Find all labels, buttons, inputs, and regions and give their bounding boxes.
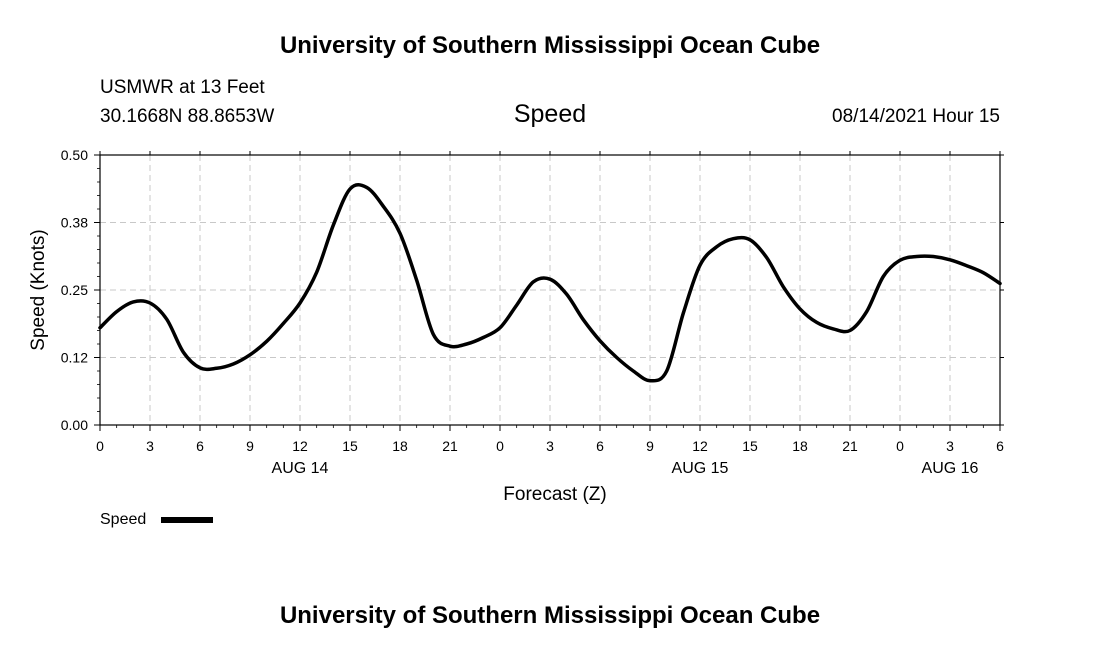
- x-tick-label: 21: [442, 438, 458, 454]
- x-tick-label: 15: [342, 438, 358, 454]
- x-tick-label: 6: [196, 438, 204, 454]
- station-label: USMWR at 13 Feet: [100, 77, 265, 98]
- x-tick-label: 12: [692, 438, 708, 454]
- x-tick-label: 9: [246, 438, 254, 454]
- date-label: AUG 16: [922, 460, 979, 477]
- x-tick-label: 6: [596, 438, 604, 454]
- x-tick-label: 0: [96, 438, 104, 454]
- grid-lines: [100, 155, 1000, 425]
- x-tick-labels: 0 3 6 9 12 15 18 21 0 3 6 9 12 15 18 21 0 3 6: [96, 438, 1004, 454]
- x-tick-label: 3: [546, 438, 554, 454]
- variable-title: Speed: [513, 100, 587, 128]
- y-tick-labels: 0.00 0.12 0.25 0.38 0.50: [61, 147, 88, 433]
- legend-swatch: [161, 517, 213, 523]
- x-tick-label: 18: [792, 438, 808, 454]
- y-tick-label: 0.25: [61, 282, 88, 298]
- x-tick-label: 6: [996, 438, 1004, 454]
- timestamp-label: 08/14/2021 Hour 15: [832, 106, 1000, 127]
- date-labels: AUG 14 AUG 15 AUG 16: [272, 460, 979, 477]
- x-tick-label: 3: [946, 438, 954, 454]
- x-tick-label: 0: [896, 438, 904, 454]
- y-tick-label: 0.12: [61, 350, 88, 366]
- coordinates-label: 30.1668N 88.8653W: [100, 106, 275, 127]
- series-line-speed: [98, 183, 1002, 383]
- chart-title-top: University of Southern Mississippi Ocean…: [279, 32, 821, 59]
- chart-title-bottom: University of Southern Mississippi Ocean…: [279, 602, 821, 629]
- x-tick-label: 0: [496, 438, 504, 454]
- date-label: AUG 15: [672, 460, 729, 477]
- legend-label: Speed: [100, 511, 146, 528]
- y-axis-title: Speed (Knots): [28, 229, 49, 350]
- x-axis-title: Forecast (Z): [503, 484, 606, 505]
- x-tick-label: 18: [392, 438, 408, 454]
- x-tick-label: 12: [292, 438, 308, 454]
- y-tick-label: 0.50: [61, 147, 88, 163]
- x-tick-label: 9: [646, 438, 654, 454]
- axis-ticks: [94, 151, 1004, 431]
- x-tick-label: 21: [842, 438, 858, 454]
- y-tick-label: 0.00: [61, 417, 88, 433]
- x-tick-label: 3: [146, 438, 154, 454]
- y-tick-label: 0.38: [61, 215, 88, 231]
- x-tick-label: 15: [742, 438, 758, 454]
- date-label: AUG 14: [272, 460, 329, 477]
